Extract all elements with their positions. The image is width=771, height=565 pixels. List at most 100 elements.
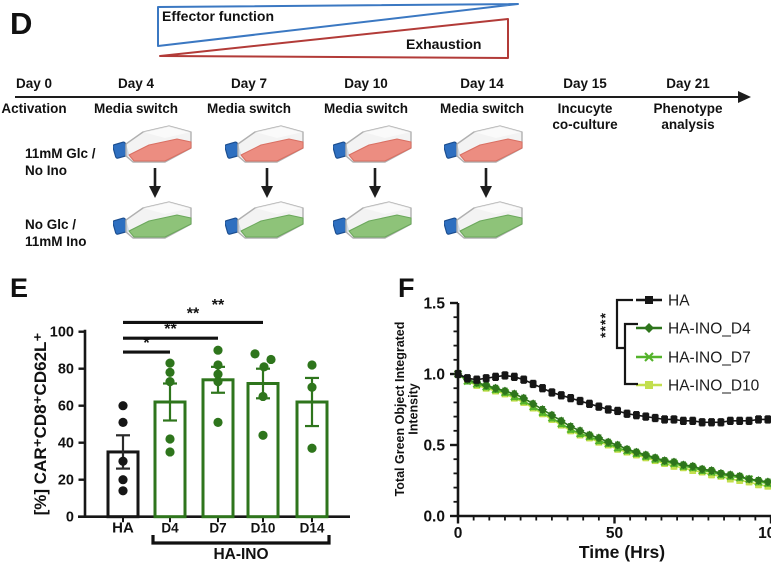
svg-text:D14: D14 [300, 521, 325, 536]
flask-glucose-media [113, 125, 192, 163]
svg-text:HA: HA [112, 520, 134, 537]
media-condition-before-label: 11mM Glc / No Ino [25, 146, 96, 178]
flask-liquid [459, 214, 523, 238]
panel-d-label: D [10, 6, 33, 41]
svg-text:100: 100 [50, 325, 74, 341]
flask-top-face [474, 202, 522, 214]
svg-text:100: 100 [758, 525, 771, 542]
svg-text:0.0: 0.0 [423, 509, 445, 526]
timeline-day-2: Day 7 [230, 76, 268, 91]
data-point [259, 362, 269, 372]
data-point [307, 382, 317, 392]
exhaustion-wedge [159, 18, 509, 59]
flask-top-face [255, 202, 303, 214]
timeline-day-0: Day 0 [15, 76, 53, 91]
bar-D7 [201, 378, 235, 519]
svg-text:0: 0 [454, 525, 463, 542]
effector-exhaustion-gradient-diagram [157, 3, 519, 59]
timeline-day-3: Day 10 [344, 76, 388, 91]
data-point [266, 354, 276, 365]
data-point [213, 417, 223, 427]
flask-liquid [348, 138, 412, 162]
media-condition-after-label: No Glc / 11mM Ino [25, 217, 87, 249]
exhaustion-label: Exhaustion [406, 36, 482, 52]
svg-text:60: 60 [58, 399, 74, 415]
media-switch-arrow-icon [480, 168, 492, 198]
flask-top-face [255, 126, 303, 138]
legend-inner-bracket [623, 322, 638, 386]
data-point [250, 349, 260, 359]
panel-f-line-chart: 0 50 100 0.0 0.5 1.0 1.5 Time (Hrs) Total Green … [393, 293, 771, 562]
bar-D10 [246, 382, 280, 519]
data-point [118, 401, 128, 411]
legend-outer-bracket [615, 298, 633, 350]
timeline-axis [15, 96, 743, 98]
effector-function-label: Effector function [162, 8, 274, 24]
timeline-event-3: Media switch [323, 101, 409, 116]
flask-glucose-media [444, 125, 523, 163]
timeline-day-5: Day 15 [563, 76, 607, 91]
data-point [307, 360, 317, 370]
panel-f-label: F [398, 273, 415, 303]
timeline-day-6: Day 21 [666, 76, 710, 91]
series-HA [454, 369, 771, 427]
panel-e-label: E [10, 273, 29, 303]
data-point [118, 456, 128, 466]
flask-inosine-media [113, 201, 192, 239]
data-point [258, 391, 268, 402]
svg-text:0.5: 0.5 [423, 438, 445, 455]
flask-glucose-media [333, 125, 412, 163]
svg-text:Time (Hrs): Time (Hrs) [579, 542, 665, 562]
timeline-event-2: Media switch [206, 101, 292, 116]
data-point [165, 358, 175, 368]
svg-text:HA-INO_D4: HA-INO_D4 [668, 321, 751, 338]
svg-text:HA: HA [668, 293, 690, 310]
flask-top-face [363, 202, 411, 214]
svg-text:**: ** [187, 305, 200, 322]
flask-top-face [363, 126, 411, 138]
svg-text:1.0: 1.0 [423, 367, 445, 384]
timeline-event-1: Media switch [93, 101, 179, 116]
data-point [213, 377, 223, 387]
legend-entry-HA: HA [636, 293, 690, 310]
svg-text:D10: D10 [251, 521, 276, 536]
data-point [165, 434, 175, 444]
flask-liquid [128, 138, 192, 162]
svg-text:HA-INO: HA-INO [213, 546, 268, 563]
timeline-arrowhead-icon [738, 91, 751, 103]
legend-entry-HA-INO_D10: HA-INO_D10 [636, 378, 760, 395]
timeline-event-5: Incucyte co-culture [552, 101, 618, 132]
data-point [165, 367, 175, 377]
svg-text:80: 80 [58, 362, 74, 378]
svg-text:HA-INO_D7: HA-INO_D7 [668, 350, 751, 367]
svg-text:**: ** [164, 321, 177, 338]
svg-text:**: ** [212, 297, 225, 314]
flask-liquid [240, 138, 304, 162]
svg-text:HA-INO_D10: HA-INO_D10 [668, 378, 760, 395]
media-switch-arrow-icon [369, 168, 381, 198]
flask-inosine-media [225, 201, 304, 239]
svg-text:D4: D4 [161, 521, 179, 536]
data-point [307, 443, 317, 453]
timeline-day-4: Day 14 [460, 76, 504, 91]
svg-text:40: 40 [58, 436, 74, 452]
flask-liquid [459, 138, 523, 162]
timeline-event-6: Phenotype analysis [653, 101, 723, 132]
timeline-event-4: Media switch [439, 101, 525, 116]
flask-top-face [143, 126, 191, 138]
svg-text:1.5: 1.5 [423, 296, 445, 313]
flask-top-face [143, 202, 191, 214]
svg-text:20: 20 [58, 473, 74, 489]
flask-top-face [474, 126, 522, 138]
svg-text:*: * [143, 335, 150, 352]
svg-text:D7: D7 [209, 521, 226, 536]
data-point [213, 369, 223, 379]
flask-column-0 [113, 122, 197, 244]
data-point [118, 417, 128, 427]
data-point [118, 475, 128, 485]
flask-column-2 [333, 122, 417, 244]
timeline-event-0: Activation [1, 101, 67, 116]
media-switch-arrow-icon [261, 168, 273, 198]
